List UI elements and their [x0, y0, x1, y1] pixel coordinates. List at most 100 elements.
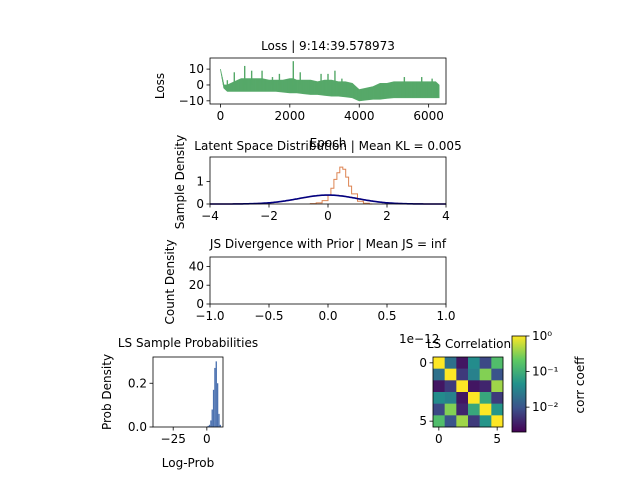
heatmap-cell — [491, 380, 504, 393]
heatmap-cell — [491, 403, 504, 416]
loss-x-tick-label: 2000 — [275, 109, 306, 123]
prob-bar — [216, 383, 219, 427]
heatmap-cell — [433, 368, 445, 381]
heatmap-cell — [456, 380, 469, 393]
colorbar-tick-label: 10⁻¹ — [532, 365, 559, 379]
latent-title: Latent Space Distribution | Mean KL = 0.… — [194, 139, 461, 153]
latent-x-tick-label: −2 — [260, 209, 278, 223]
loss-axes — [209, 57, 447, 105]
sample-prob-axes — [152, 356, 224, 428]
heatmap-cell — [444, 403, 457, 416]
heatmap-cell — [479, 368, 492, 381]
heatmap-cell — [491, 392, 504, 404]
latent-x-tick-label: 0 — [324, 209, 332, 223]
js-y-tick-label: 20 — [189, 278, 204, 292]
heatmap-cell — [479, 403, 492, 416]
js-offset-label: 1e−12 — [399, 332, 439, 346]
latent-y-tick-label: 0 — [196, 197, 204, 211]
latent-panel: Latent Space Distribution | Mean KL = 0.… — [173, 135, 462, 229]
colorbar — [511, 335, 527, 433]
sample-prob-y-tick-label: 0.2 — [128, 376, 147, 390]
latent-histogram — [309, 166, 373, 205]
latent-x-tick-label: 4 — [442, 209, 450, 223]
loss-panel: Loss | 9:14:39.578973 Loss Epoch 0 2000 40… — [153, 39, 447, 150]
heatmap-x-tick-label: 0 — [435, 432, 443, 446]
sample-prob-xlabel: Log-Prob — [162, 456, 214, 470]
latent-ylabel: Sample Density — [173, 135, 187, 229]
prob-bar — [207, 425, 209, 427]
prob-bar — [219, 424, 221, 427]
sample-prob-ylabel: Prob Density — [100, 354, 114, 430]
heatmap-axes — [432, 356, 504, 428]
heatmap-cell — [468, 392, 480, 404]
heatmap-cell — [456, 368, 469, 381]
prob-bar — [214, 367, 216, 427]
heatmap-cell — [479, 392, 492, 404]
heatmap-cell — [456, 392, 469, 404]
prob-bar — [211, 409, 213, 427]
js-x-tick-label: 0.5 — [377, 309, 396, 323]
js-x-tick-label: 1.0 — [436, 309, 455, 323]
heatmap-cell — [491, 368, 504, 381]
heatmap-y-tick-label: 5 — [419, 414, 427, 428]
js-x-tick-label: −1.0 — [195, 309, 224, 323]
loss-x-tick-label: 0 — [217, 109, 225, 123]
correlation-panel: LS Correlation corr coeff 0 50510⁰10⁻¹10⁻… — [419, 329, 587, 446]
heatmap-cell — [456, 415, 469, 428]
heatmap-cell — [433, 415, 445, 428]
loss-y-tick-label: −10 — [179, 94, 204, 108]
latent-x-tick-label: 2 — [383, 209, 391, 223]
prob-bar — [208, 424, 211, 427]
latent-y-tick-label: 1 — [196, 175, 204, 189]
loss-x-tick-label: 4000 — [344, 109, 375, 123]
loss-y-tick-label: 0 — [196, 78, 204, 92]
heatmap-y-tick-label: 0 — [419, 356, 427, 370]
sample-prob-title: LS Sample Probabilities — [118, 336, 258, 350]
loss-title: Loss | 9:14:39.578973 — [261, 39, 395, 53]
heatmap-cell — [491, 415, 504, 428]
js-title: JS Divergence with Prior | Mean JS = inf — [209, 237, 447, 251]
loss-ylabel: Loss — [153, 73, 167, 99]
js-x-tick-label: 0.0 — [318, 309, 337, 323]
latent-x-tick-label: −4 — [201, 209, 219, 223]
heatmap-cell — [433, 380, 445, 393]
sample-prob-y-tick-label: 0.0 — [128, 420, 147, 434]
heatmap-cell — [479, 380, 492, 393]
sample-prob-x-tick-label: −25 — [161, 432, 186, 446]
heatmap-cell — [433, 392, 445, 404]
prob-bar — [212, 389, 215, 427]
correlation-title: LS Correlation — [427, 337, 511, 351]
heatmap-cell — [491, 357, 504, 369]
js-ylabel: Count Density — [163, 239, 177, 324]
heatmap-cell — [468, 415, 480, 428]
heatmap-cell — [456, 357, 469, 369]
heatmap-cell — [468, 357, 480, 369]
heatmap-cell — [444, 415, 457, 428]
heatmap-cell — [456, 403, 469, 416]
heatmap-cell — [468, 380, 480, 393]
js-y-tick-label: 0 — [196, 297, 204, 311]
colorbar-tick-label: 10⁻² — [532, 400, 559, 414]
heatmap-cell — [444, 357, 457, 369]
loss-xlabel: Epoch — [310, 136, 347, 150]
colorbar-label: corr coeff — [573, 356, 587, 414]
heatmap-cell — [433, 403, 445, 416]
js-panel: JS Divergence with Prior | Mean JS = inf… — [163, 237, 456, 346]
prob-bar — [218, 413, 220, 427]
heatmap-cell — [468, 368, 480, 381]
prob-bar — [210, 420, 212, 427]
js-y-tick-label: 40 — [189, 259, 204, 273]
js-x-tick-label: −0.5 — [254, 309, 283, 323]
prob-bar — [215, 361, 217, 427]
heatmap-cell — [433, 357, 445, 369]
heatmap-cell — [444, 392, 457, 404]
sample-prob-x-tick-label: 0 — [203, 432, 211, 446]
heatmap-cell — [479, 415, 492, 428]
heatmap-cell — [444, 380, 457, 393]
heatmap-x-tick-label: 5 — [493, 432, 501, 446]
heatmap-cell — [479, 357, 492, 369]
sample-prob-panel: LS Sample Probabilities Prob Density Log… — [100, 336, 258, 470]
colorbar-tick-label: 10⁰ — [532, 329, 552, 343]
heatmap-cell — [468, 403, 480, 416]
